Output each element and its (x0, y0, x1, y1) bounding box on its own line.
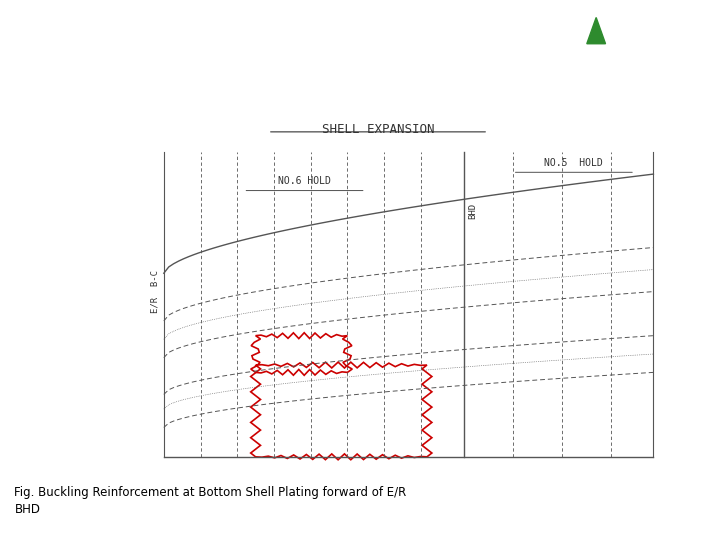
Polygon shape (587, 17, 606, 44)
Text: 3. Extended Scope of FE: 3. Extended Scope of FE (14, 15, 359, 38)
Text: HEAVY INDUSTRIES: HEAVY INDUSTRIES (608, 52, 682, 61)
Text: Fig. Buckling Reinforcement at Bottom Shell Plating forward of E/R
BHD: Fig. Buckling Reinforcement at Bottom Sh… (14, 486, 407, 516)
Text: Analysis: Analysis (14, 68, 135, 92)
Text: HYUNDAI: HYUNDAI (608, 23, 672, 36)
Text: NO.6 HOLD: NO.6 HOLD (278, 177, 331, 186)
Text: E/R  B-C: E/R B-C (150, 270, 159, 313)
Text: BHD: BHD (469, 202, 477, 219)
Text: NO.5  HOLD: NO.5 HOLD (544, 158, 603, 168)
Text: SHELL EXPANSION: SHELL EXPANSION (322, 123, 434, 136)
